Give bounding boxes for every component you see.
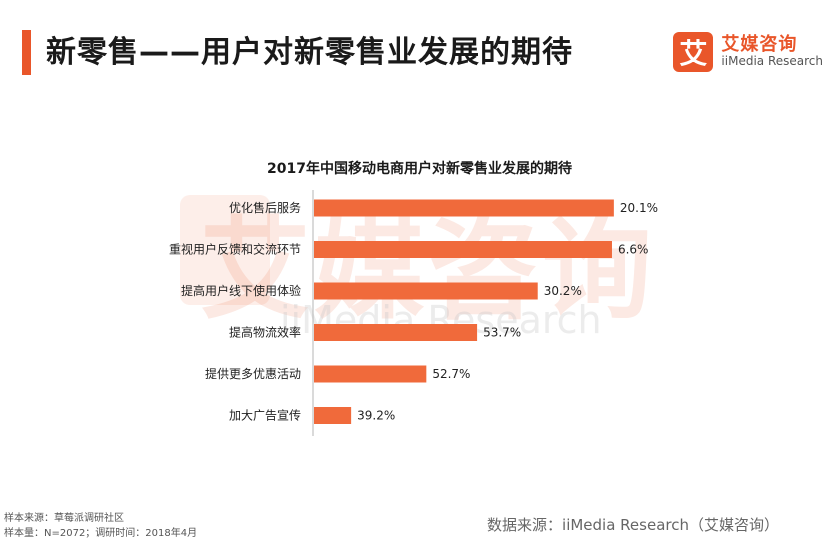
logo-mark-icon: 艾 (673, 32, 714, 72)
brand-logo: 艾 艾媒咨询 iiMedia Research (673, 32, 823, 72)
title-accent-bar (22, 30, 31, 75)
category-label: 重视用户反馈和交流环节 (169, 242, 301, 257)
logo-name-cn: 艾媒咨询 (721, 33, 798, 55)
bar (314, 407, 352, 424)
data-label: 53.7% (483, 326, 521, 340)
data-label: 30.2% (544, 284, 582, 298)
bar (314, 324, 478, 341)
category-label: 优化售后服务 (229, 200, 301, 215)
page-title: 新零售——用户对新零售业发展的期待 (46, 35, 573, 70)
bar (314, 365, 427, 383)
footnotes: 样本来源：草莓派调研社区 样本量：N=2072；调研时间：2018年4月 (4, 511, 197, 541)
bar (314, 282, 538, 300)
logo-text: 艾媒咨询 iiMedia Research (721, 33, 823, 69)
data-label: 20.1% (620, 201, 658, 215)
category-label: 加大广告宣传 (229, 408, 301, 423)
logo-name-en: iiMedia Research (721, 54, 823, 69)
category-label: 提供更多优惠活动 (205, 366, 301, 381)
chart-title: 2017年中国移动电商用户对新零售业发展的期待 (267, 161, 572, 177)
bar (314, 241, 612, 258)
category-label: 提高物流效率 (229, 325, 301, 340)
sample-source: 样本来源：草莓派调研社区 (4, 513, 124, 524)
data-label: 39.2% (357, 409, 395, 423)
data-label: 52.7% (432, 367, 470, 381)
sample-size: 样本量：N=2072；调研时间：2018年4月 (4, 528, 198, 539)
category-label: 提高用户线下使用体验 (181, 283, 301, 298)
data-label: 6.6% (618, 243, 649, 257)
data-source: 数据来源：iiMedia Research（艾媒咨询） (487, 516, 779, 534)
bar (314, 199, 614, 217)
